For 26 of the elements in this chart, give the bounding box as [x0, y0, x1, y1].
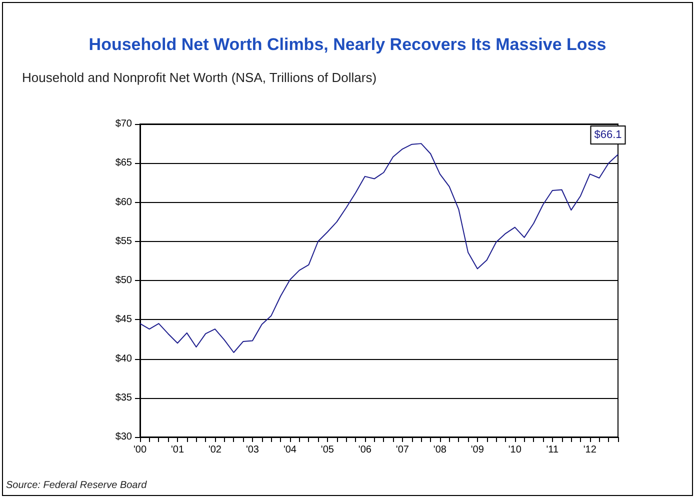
y-tick-label: $60 — [115, 196, 132, 208]
data-label: $66.1 — [594, 129, 622, 142]
y-tick-label: $35 — [115, 392, 132, 404]
x-tick-label: '07 — [396, 444, 410, 456]
y-tick-label: $65 — [115, 158, 132, 169]
x-tick-label: '02 — [208, 444, 222, 456]
y-tick-label: $70 — [115, 118, 132, 130]
x-tick-label: '05 — [320, 444, 334, 456]
x-tick-label: '11 — [546, 444, 559, 456]
y-tick-label: $40 — [115, 353, 132, 364]
y-tick-label: $30 — [115, 432, 132, 442]
x-tick-label: '10 — [508, 444, 522, 456]
y-tick-label: $50 — [115, 275, 132, 286]
source-note: Source: Federal Reserve Board — [6, 480, 147, 491]
x-tick-label: '00 — [133, 444, 147, 456]
chart-title: Household Net Worth Climbs, Nearly Recovers Its Massive Loss — [88, 35, 608, 55]
y-tick-label: $45 — [115, 314, 132, 326]
x-tick-label: '04 — [283, 444, 297, 456]
x-tick-label: '01 — [170, 444, 184, 456]
chart-subtitle: Household and Nonprofit Net Worth (NSA, Trillions of Dollars) — [22, 70, 377, 85]
x-tick-label: '06 — [358, 444, 372, 456]
x-tick-label: '12 — [583, 444, 597, 456]
x-tick-label: '08 — [433, 444, 447, 456]
y-tick-label: $55 — [115, 236, 132, 247]
x-tick-label: '09 — [470, 444, 484, 456]
x-tick-label: '03 — [246, 444, 260, 456]
